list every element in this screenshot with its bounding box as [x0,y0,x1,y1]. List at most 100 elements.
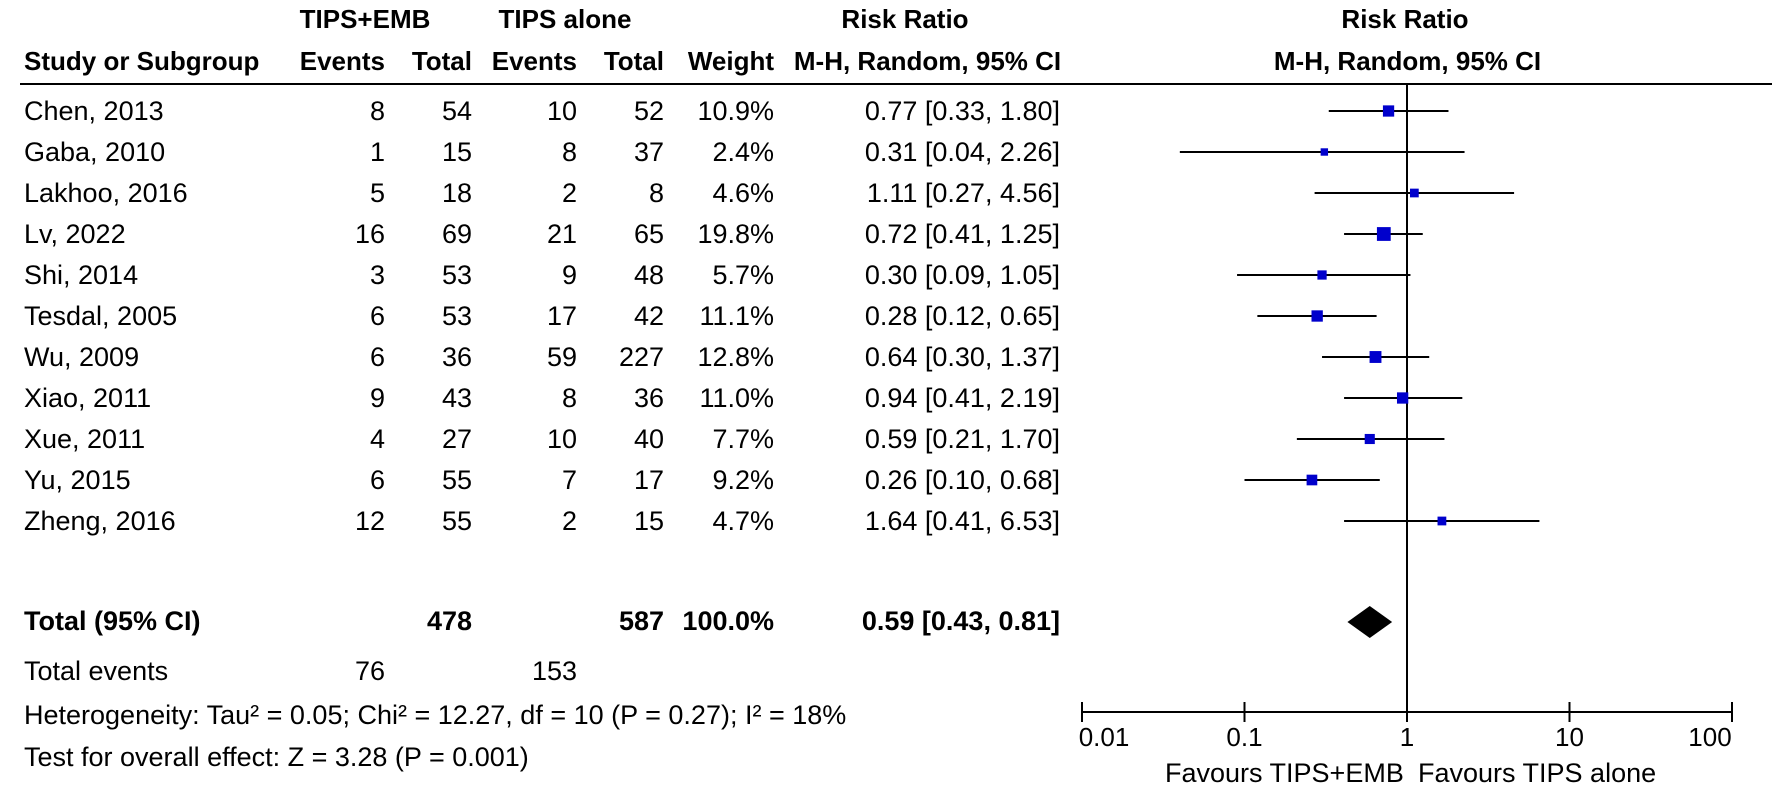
header-method-plot: M-H, Random, 95% CI [1273,46,1542,76]
header-rule [20,83,1772,85]
header-weight: Weight [687,46,774,76]
events-ctrl: 59 [546,342,577,372]
weight: 4.6% [712,178,774,208]
ci-text: 0.77 [0.33, 1.80] [864,96,1060,126]
events-exp: 9 [369,383,385,413]
events-ctrl: 8 [561,137,577,167]
heterogeneity-text: Heterogeneity: Tau² = 0.05; Chi² = 12.27… [24,700,847,730]
weight: 12.8% [697,342,774,372]
total-exp: 53 [441,301,472,331]
study-name: Xue, 2011 [24,424,146,454]
weight: 4.7% [712,506,774,536]
x-tick-label: 100 [1688,722,1731,752]
ci-text: 0.31 [0.04, 2.26] [864,137,1060,167]
total-ctrl: 8 [648,178,664,208]
point-marker [1317,270,1327,280]
study-name: Lakhoo, 2016 [24,178,188,208]
header-risk-ratio: Risk Ratio [841,4,969,34]
events-ctrl: 8 [561,383,577,413]
point-marker [1396,392,1409,404]
total-ctrl: 37 [633,137,664,167]
study-name: Gaba, 2010 [24,137,166,167]
events-exp: 8 [369,96,385,126]
point-marker [1311,310,1323,322]
ci-text: 0.28 [0.12, 0.65] [864,301,1060,331]
total-label: Total (95% CI) [24,606,201,636]
point-marker [1364,433,1375,445]
total-exp: 18 [441,178,472,208]
total-exp: 55 [441,465,472,495]
header-group-exp: TIPS+EMB [299,4,431,34]
events-ctrl: 2 [561,178,577,208]
total-exp: 53 [441,260,472,290]
header-total-exp: Total [411,46,472,76]
point-marker [1369,351,1382,363]
events-exp: 3 [369,260,385,290]
total-exp: 27 [441,424,472,454]
point-marker [1382,105,1395,117]
total-ctrl: 227 [618,342,664,372]
header-events-ctrl: Events [491,46,577,76]
total-weight: 100.0% [682,606,774,636]
total-ctrl: 17 [633,465,664,495]
total-ci: 0.59 [0.43, 0.81] [861,606,1060,636]
events-ctrl: 2 [561,506,577,536]
events-exp: 5 [369,178,385,208]
point-marker [1437,516,1447,526]
events-exp: 6 [369,301,385,331]
events-ctrl: 21 [546,219,577,249]
weight: 2.4% [712,137,774,167]
ci-text: 1.64 [0.41, 6.53] [864,506,1060,536]
weight: 7.7% [712,424,774,454]
total-ctrl: 36 [633,383,664,413]
events-exp: 6 [369,465,385,495]
events-ctrl: 17 [546,301,577,331]
study-name: Shi, 2014 [24,260,139,290]
point-marker [1376,227,1391,241]
total-exp: 69 [441,219,472,249]
header-total-ctrl: Total [603,46,664,76]
header-method: M-H, Random, 95% CI [793,46,1062,76]
favours-right-label: Favours TIPS alone [1418,758,1657,788]
x-tick-label: 1 [1400,722,1414,752]
overall-effect-text: Test for overall effect: Z = 3.28 (P = 0… [24,742,529,772]
events-exp: 16 [354,219,385,249]
ci-text: 0.59 [0.21, 1.70] [864,424,1060,454]
events-exp: 6 [369,342,385,372]
weight: 11.1% [699,301,774,331]
total-ctrl: 42 [633,301,664,331]
weight: 11.0% [699,383,774,413]
point-marker [1410,188,1419,198]
total-events-ctrl: 153 [531,656,577,686]
total-ctrl: 48 [633,260,664,290]
total-exp: 54 [441,96,472,126]
events-ctrl: 7 [561,465,577,495]
ci-text: 0.72 [0.41, 1.25] [864,219,1060,249]
study-name: Chen, 2013 [24,96,164,126]
ci-text: 0.94 [0.41, 2.19] [864,383,1060,413]
header-group-ctrl: TIPS alone [498,4,632,34]
total-ctrl: 65 [633,219,664,249]
events-ctrl: 9 [561,260,577,290]
x-tick-label: 0.1 [1226,722,1262,752]
total-ctrl: 15 [633,506,664,536]
total-exp: 36 [441,342,472,372]
weight: 19.8% [697,219,774,249]
weight: 10.9% [697,96,774,126]
x-tick-label: 0.01 [1079,722,1130,752]
total-ctrl: 40 [633,424,664,454]
pooled-diamond [1347,606,1393,638]
favours-left-label: Favours TIPS+EMB [1165,758,1404,788]
events-ctrl: 10 [546,96,577,126]
point-marker [1306,474,1318,486]
study-name: Zheng, 2016 [24,506,176,536]
study-name: Tesdal, 2005 [24,301,178,331]
study-name: Xiao, 2011 [24,383,152,413]
events-exp: 1 [369,137,385,167]
ci-text: 0.64 [0.30, 1.37] [864,342,1060,372]
total-events-exp: 76 [354,656,385,686]
total-ctrl: 587 [618,606,664,636]
ci-text: 0.30 [0.09, 1.05] [864,260,1060,290]
events-ctrl: 10 [546,424,577,454]
